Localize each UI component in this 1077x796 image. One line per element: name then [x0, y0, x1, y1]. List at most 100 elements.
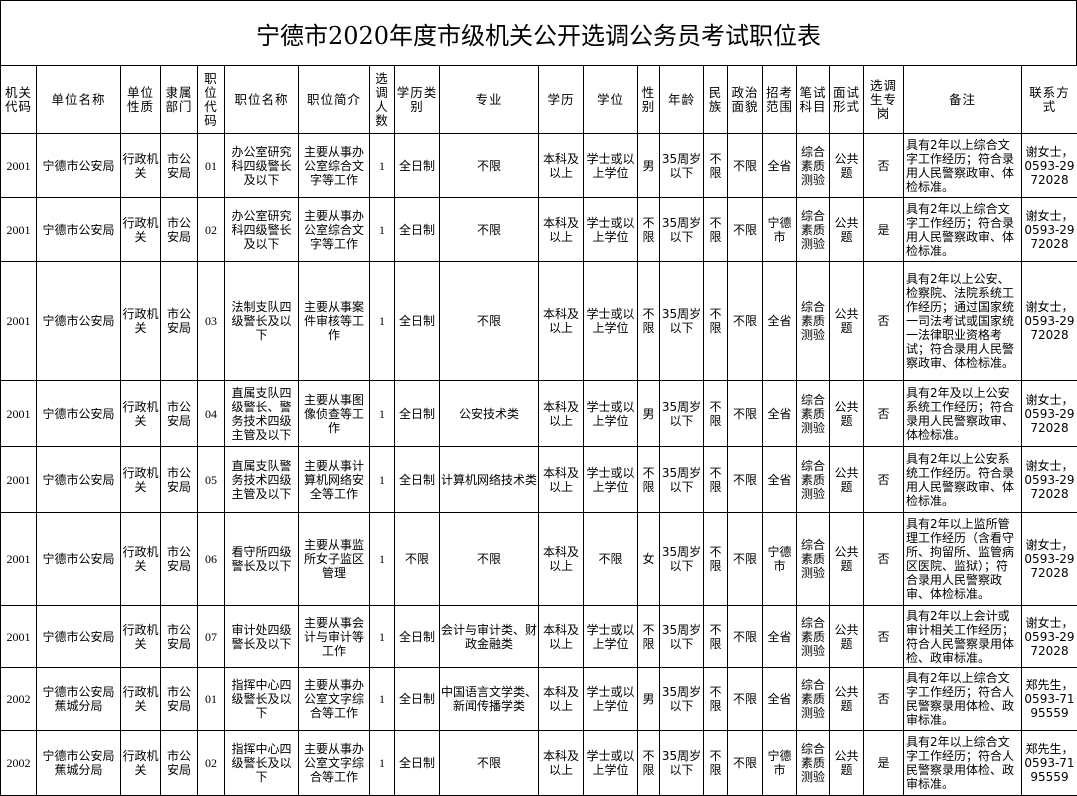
- cell-department: 市公安局: [161, 731, 198, 796]
- cell-position-intro: 主要从事计算机网络安全等工作: [299, 447, 370, 513]
- cell-gender: 男: [638, 134, 660, 198]
- cell-unit-type: 行政机关: [121, 262, 161, 381]
- cell-remarks: 具有2年以上综合文字工作经历；符合录用人民警察政审、体检标准。: [904, 198, 1022, 262]
- header-special-post: 选调生专岗: [864, 66, 904, 134]
- cell-position-name: 直属支队四级警长、警务技术四级主管及以下: [225, 381, 299, 447]
- cell-interview: 公共题: [830, 513, 864, 606]
- cell-scope: 全省: [763, 381, 797, 447]
- cell-ethnicity: 不限: [704, 513, 728, 606]
- cell-scope: 全省: [763, 606, 797, 668]
- cell-position-name: 指挥中心四级警长及以下: [225, 731, 299, 796]
- cell-interview: 公共题: [830, 447, 864, 513]
- cell-agency-code: 2001: [1, 606, 37, 668]
- cell-remarks: 具有2年以上公安、检察院、法院系统工作经历；通过国家统一司法考试或国家统一法律职…: [904, 262, 1022, 381]
- cell-ethnicity: 不限: [704, 381, 728, 447]
- cell-edu-type: 全日制: [395, 381, 440, 447]
- cell-remarks: 具有2年以上会计或审计相关工作经历；符合人民警察录用体检、政审标准。: [904, 606, 1022, 668]
- cell-scope: 宁德市: [763, 731, 797, 796]
- cell-major: 不限: [440, 731, 539, 796]
- cell-scope: 宁德市: [763, 513, 797, 606]
- cell-written-exam: 综合素质测验: [797, 262, 830, 381]
- cell-position-name: 审计处四级警长及以下: [225, 606, 299, 668]
- cell-education: 本科及以上: [539, 134, 584, 198]
- cell-major: 中国语言文学类、新闻传播学类: [440, 668, 539, 731]
- cell-political-status: 不限: [728, 731, 763, 796]
- cell-special-post: 否: [864, 134, 904, 198]
- cell-written-exam: 综合素质测验: [797, 381, 830, 447]
- cell-unit-name: 宁德市公安局: [37, 513, 121, 606]
- cell-education: 本科及以上: [539, 606, 584, 668]
- cell-department: 市公安局: [161, 198, 198, 262]
- header-education: 学历: [539, 66, 584, 134]
- cell-count: 1: [370, 606, 395, 668]
- cell-count: 1: [370, 447, 395, 513]
- header-unit-name: 单位名称: [37, 66, 121, 134]
- cell-degree: 学士或以上学位: [584, 731, 638, 796]
- cell-interview: 公共题: [830, 606, 864, 668]
- header-written-exam: 笔试科目: [797, 66, 830, 134]
- cell-special-post: 否: [864, 668, 904, 731]
- header-age: 年龄: [660, 66, 704, 134]
- cell-education: 本科及以上: [539, 198, 584, 262]
- cell-unit-type: 行政机关: [121, 134, 161, 198]
- cell-unit-type: 行政机关: [121, 606, 161, 668]
- cell-agency-code: 2002: [1, 731, 37, 796]
- cell-contact: 谢女士，0593-2972028: [1022, 381, 1077, 447]
- cell-unit-name: 宁德市公安局: [37, 381, 121, 447]
- cell-position-intro: 主要从事会计与审计等工作: [299, 606, 370, 668]
- cell-ethnicity: 不限: [704, 606, 728, 668]
- cell-interview: 公共题: [830, 134, 864, 198]
- cell-ethnicity: 不限: [704, 134, 728, 198]
- cell-education: 本科及以上: [539, 447, 584, 513]
- cell-age: 35周岁以下: [660, 606, 704, 668]
- cell-count: 1: [370, 513, 395, 606]
- cell-ethnicity: 不限: [704, 262, 728, 381]
- cell-gender: 不限: [638, 262, 660, 381]
- cell-unit-name: 宁德市公安局: [37, 198, 121, 262]
- cell-scope: 全省: [763, 668, 797, 731]
- cell-interview: 公共题: [830, 731, 864, 796]
- cell-position-intro: 主要从事办公室文字综合等工作: [299, 731, 370, 796]
- cell-degree: 学士或以上学位: [584, 668, 638, 731]
- cell-political-status: 不限: [728, 606, 763, 668]
- header-count: 选调人数: [370, 66, 395, 134]
- cell-remarks: 具有2年及以上公安系统工作经历；符合录用人民警察政审、体检标准。: [904, 381, 1022, 447]
- cell-unit-type: 行政机关: [121, 198, 161, 262]
- cell-position-code: 05: [198, 447, 225, 513]
- cell-position-intro: 主要从事办公室综合文字等工作: [299, 134, 370, 198]
- cell-education: 本科及以上: [539, 513, 584, 606]
- header-scope: 招考范围: [763, 66, 797, 134]
- header-position-name: 职位名称: [225, 66, 299, 134]
- cell-unit-type: 行政机关: [121, 381, 161, 447]
- cell-written-exam: 综合素质测验: [797, 668, 830, 731]
- cell-education: 本科及以上: [539, 381, 584, 447]
- cell-gender: 女: [638, 513, 660, 606]
- cell-position-code: 01: [198, 668, 225, 731]
- cell-age: 35周岁以下: [660, 262, 704, 381]
- header-position-intro: 职位简介: [299, 66, 370, 134]
- cell-age: 35周岁以下: [660, 447, 704, 513]
- cell-interview: 公共题: [830, 381, 864, 447]
- cell-position-name: 办公室研究科四级警长及以下: [225, 134, 299, 198]
- cell-political-status: 不限: [728, 381, 763, 447]
- cell-contact: 谢女士，0593-2972028: [1022, 134, 1077, 198]
- cell-unit-type: 行政机关: [121, 513, 161, 606]
- header-unit-type: 单位性质: [121, 66, 161, 134]
- cell-remarks: 具有2年以上公安系统工作经历。符合录用人民警察政审、体检标准。: [904, 447, 1022, 513]
- cell-special-post: 否: [864, 381, 904, 447]
- cell-age: 35周岁以下: [660, 381, 704, 447]
- cell-position-name: 办公室研究科四级警长及以下: [225, 198, 299, 262]
- cell-education: 本科及以上: [539, 262, 584, 381]
- cell-gender: 不限: [638, 198, 660, 262]
- cell-count: 1: [370, 381, 395, 447]
- cell-department: 市公安局: [161, 513, 198, 606]
- header-contact: 联系方式: [1022, 66, 1077, 134]
- cell-ethnicity: 不限: [704, 731, 728, 796]
- cell-major: 不限: [440, 134, 539, 198]
- cell-unit-name: 宁德市公安局蕉城分局: [37, 668, 121, 731]
- header-position-code: 职位代码: [198, 66, 225, 134]
- cell-special-post: 否: [864, 447, 904, 513]
